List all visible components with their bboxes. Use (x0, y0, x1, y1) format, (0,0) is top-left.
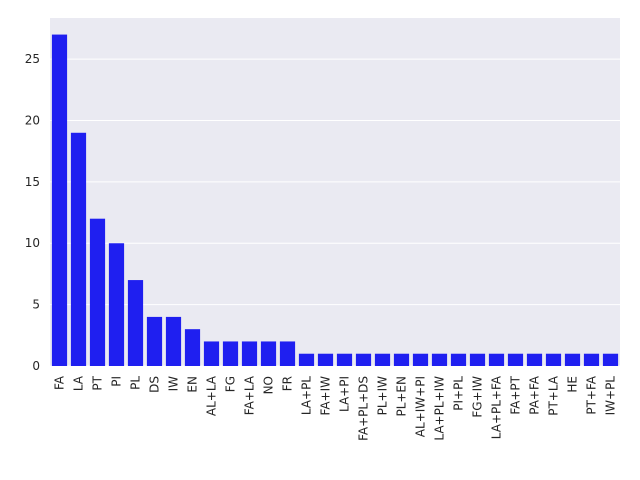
bar (374, 353, 391, 366)
x-tick-label: LA+PI (338, 376, 352, 412)
x-tick-label: PL (129, 376, 143, 390)
bar (241, 341, 258, 366)
x-tick-label: FA+PT (509, 375, 523, 414)
bar (336, 353, 353, 366)
bar (317, 353, 334, 366)
bar (469, 353, 486, 366)
x-tick-label: NO (262, 376, 276, 394)
bar (279, 341, 296, 366)
x-tick-label: EN (186, 376, 200, 393)
bar (146, 316, 163, 366)
x-tick-label: FG+IW (471, 376, 485, 418)
bar (545, 353, 562, 366)
bar (165, 316, 182, 366)
bar (355, 353, 372, 366)
x-tick-label: HE (566, 376, 580, 393)
x-tick-label: AL+IW+PI (414, 376, 428, 437)
bar (526, 353, 543, 366)
y-tick-label: 10 (25, 236, 40, 250)
x-tick-label: PI (110, 376, 124, 387)
bar (583, 353, 600, 366)
bar (564, 353, 581, 366)
bar (298, 353, 315, 366)
bar (222, 341, 239, 366)
bar (450, 353, 467, 366)
x-tick-label: PL+IW (376, 376, 390, 416)
x-tick-label: FA+LA (243, 375, 257, 415)
y-tick-label: 15 (25, 175, 40, 189)
x-tick-label: PT+LA (547, 375, 561, 416)
x-tick-label: FA+PL+DS (357, 376, 371, 441)
x-tick-label: FA+IW (319, 376, 333, 416)
x-tick-label: FG (224, 376, 238, 392)
x-tick-label: FA (53, 375, 67, 390)
x-tick-label: DS (148, 376, 162, 393)
x-tick-label: IW+PL (604, 376, 618, 416)
x-tick-label: PT (91, 375, 105, 390)
bar (184, 329, 201, 366)
x-tick-label: AL+LA (205, 375, 219, 416)
x-tick-label: PT+FA (585, 375, 599, 414)
bar (51, 34, 68, 366)
bar (70, 132, 87, 366)
x-tick-label: LA (72, 375, 86, 391)
x-tick-label: FR (281, 376, 295, 391)
y-tick-label: 0 (32, 359, 40, 373)
x-tick-label: LA+PL (300, 376, 314, 415)
bar (412, 353, 429, 366)
x-tick-label: LA+PL+FA (490, 375, 504, 439)
y-tick-label: 25 (25, 52, 40, 66)
bar (488, 353, 505, 366)
bar (89, 218, 106, 366)
bar (203, 341, 220, 366)
x-tick-label: PI+PL (452, 376, 466, 411)
x-tick-label: PL+EN (395, 376, 409, 417)
x-tick-label: PA+FA (528, 375, 542, 415)
x-tick-label: LA+PL+IW (433, 376, 447, 441)
bar (108, 243, 125, 366)
bar (431, 353, 448, 366)
plot-area (50, 18, 620, 366)
y-tick-label: 5 (32, 298, 40, 312)
bar (507, 353, 524, 366)
bar (127, 280, 144, 366)
bar (602, 353, 619, 366)
bar (260, 341, 277, 366)
x-tick-label: IW (167, 376, 181, 392)
y-tick-label: 20 (25, 113, 40, 127)
bar (393, 353, 410, 366)
